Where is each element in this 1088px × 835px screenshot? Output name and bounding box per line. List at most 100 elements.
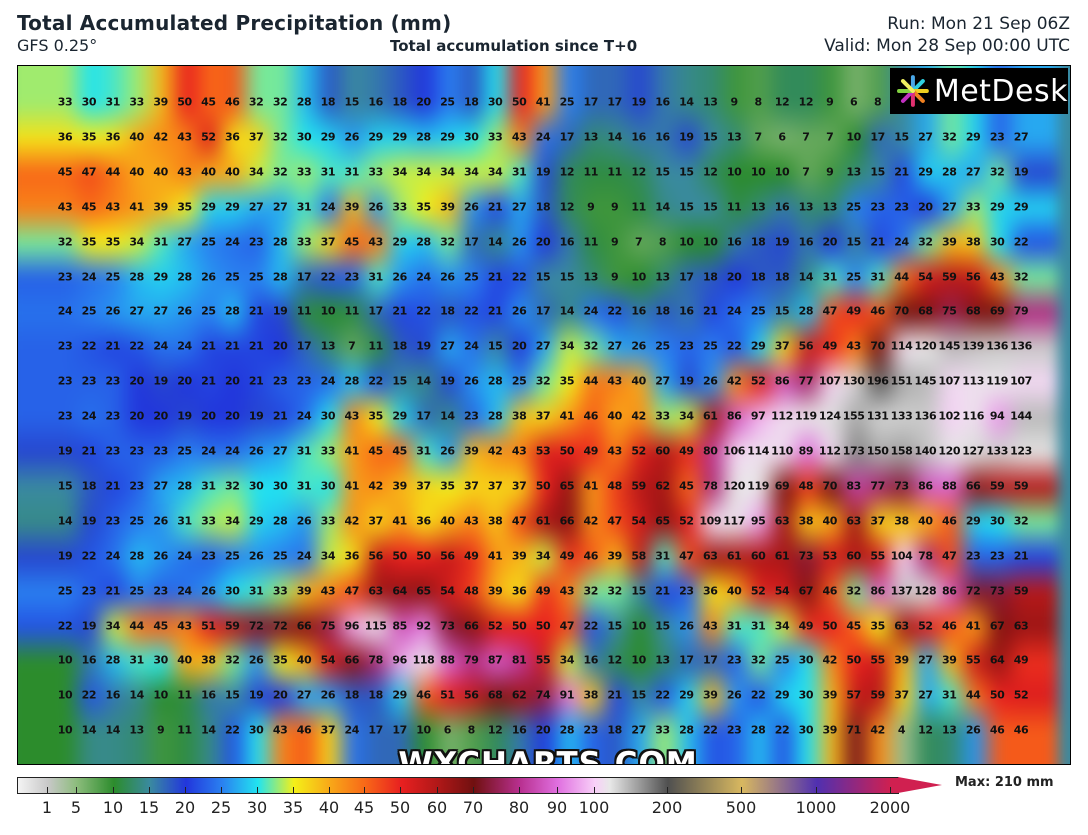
grid-value: 38 xyxy=(583,688,599,702)
grid-value: 35 xyxy=(559,374,575,388)
grid-value: 28 xyxy=(296,95,312,109)
grid-value: 31 xyxy=(296,200,312,214)
grid-value: 21 xyxy=(201,339,216,353)
grid-value: 53 xyxy=(535,444,551,458)
grid-value: 29 xyxy=(965,130,981,144)
grid-value: 127 xyxy=(962,444,985,458)
watermark: WXCHARTS.COM xyxy=(398,746,698,765)
grid-value: 10 xyxy=(703,235,718,249)
grid-value: 26 xyxy=(464,374,479,388)
grid-value: 52 xyxy=(750,584,766,598)
grid-value: 39 xyxy=(153,200,168,214)
grid-value: 60 xyxy=(750,549,766,563)
colorbar-tick-label: 5 xyxy=(70,798,82,817)
grid-value: 18 xyxy=(81,479,97,493)
grid-value: 20 xyxy=(511,339,527,353)
grid-value: 140 xyxy=(914,444,937,458)
grid-value: 42 xyxy=(368,479,383,493)
grid-value: 46 xyxy=(1013,723,1029,737)
grid-value: 41 xyxy=(392,514,407,528)
grid-value: 26 xyxy=(153,514,168,528)
grid-value: 45 xyxy=(344,235,360,249)
grid-value: 68 xyxy=(487,688,503,702)
grid-value: 119 xyxy=(795,409,817,423)
grid-value: 22 xyxy=(81,688,97,702)
grid-value: 27 xyxy=(272,444,288,458)
grid-value: 26 xyxy=(464,200,479,214)
colorbar-tick-label: 15 xyxy=(138,798,160,817)
grid-value: 34 xyxy=(487,165,503,179)
grid-value: 34 xyxy=(559,339,575,353)
colorbar-tick-label: 90 xyxy=(546,798,568,817)
grid-value: 40 xyxy=(201,165,216,179)
colorbar-tick-label: 200 xyxy=(651,798,683,817)
grid-value: 144 xyxy=(1010,409,1032,423)
grid-value: 28 xyxy=(272,270,288,283)
grid-value: 22 xyxy=(774,723,790,737)
grid-value: 9 xyxy=(611,235,619,249)
colorbar-tick xyxy=(76,787,77,793)
grid-value: 25 xyxy=(57,584,73,598)
grid-value: 42 xyxy=(726,374,742,388)
grid-value: 88 xyxy=(440,653,455,667)
grid-value: 47 xyxy=(511,514,527,528)
grid-value: 61 xyxy=(726,549,742,563)
grid-value: 26 xyxy=(440,444,455,458)
grid-value: 48 xyxy=(607,479,622,493)
grid-value: 136 xyxy=(986,339,1008,353)
grid-value: 31 xyxy=(248,584,264,598)
grid-value: 79 xyxy=(1013,304,1029,318)
grid-value: 6 xyxy=(443,723,452,737)
grid-value: 17 xyxy=(679,270,694,283)
grid-value: 35 xyxy=(81,235,97,249)
grid-value: 43 xyxy=(272,723,288,737)
grid-value: 32 xyxy=(248,95,264,109)
grid-value: 28 xyxy=(344,374,360,388)
grid-value: 49 xyxy=(464,549,479,563)
grid-value: 30 xyxy=(798,723,814,737)
grid-value: 22 xyxy=(607,304,622,318)
colorbar-tick-label: 70 xyxy=(462,798,484,817)
grid-value: 45 xyxy=(153,619,168,632)
colorbar-tick xyxy=(293,787,294,793)
grid-value: 23 xyxy=(894,200,909,214)
grid-value: 43 xyxy=(177,130,192,144)
colorbar-tick xyxy=(257,787,258,793)
grid-value: 10 xyxy=(57,723,73,737)
grid-value: 28 xyxy=(416,235,431,249)
grid-value: 137 xyxy=(890,584,913,598)
grid-value: 21 xyxy=(248,374,264,388)
grid-value: 45 xyxy=(679,479,694,493)
grid-value: 34 xyxy=(105,619,121,632)
grid-value: 29 xyxy=(320,130,336,144)
grid-value: 86 xyxy=(726,409,742,423)
grid-value: 59 xyxy=(1013,479,1029,493)
grid-value: 17 xyxy=(559,130,575,144)
grid-value: 32 xyxy=(750,653,766,667)
grid-value: 52 xyxy=(918,619,933,632)
grid-value: 42 xyxy=(583,514,599,528)
grid-value: 45 xyxy=(201,95,216,109)
grid-value: 25 xyxy=(774,653,790,667)
grid-value: 19 xyxy=(679,374,694,388)
grid-value: 29 xyxy=(392,688,407,702)
grid-value: 49 xyxy=(559,549,575,563)
grid-value: 10 xyxy=(320,304,336,318)
grid-value: 75 xyxy=(942,304,957,318)
grid-value: 25 xyxy=(105,270,121,283)
grid-value: 30 xyxy=(989,514,1005,528)
colorbar-tick-label: 2000 xyxy=(869,798,911,817)
grid-value: 26 xyxy=(679,619,694,632)
grid-value: 17 xyxy=(368,304,383,318)
grid-value: 29 xyxy=(679,688,694,702)
grid-value: 46 xyxy=(583,409,599,423)
grid-value: 18 xyxy=(750,235,766,249)
grid-value: 24 xyxy=(320,200,336,214)
grid-value: 57 xyxy=(846,688,861,702)
grid-value: 39 xyxy=(942,653,957,667)
grid-value: 26 xyxy=(631,339,646,353)
grid-value: 29 xyxy=(989,200,1005,214)
grid-value: 21 xyxy=(607,688,622,702)
grid-value: 50 xyxy=(822,619,838,632)
grid-value: 27 xyxy=(918,653,933,667)
